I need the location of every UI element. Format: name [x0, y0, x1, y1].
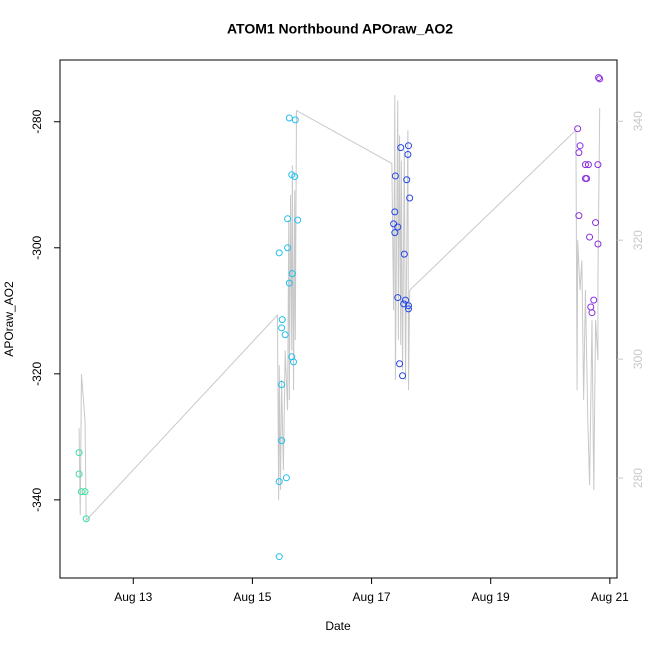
data-point — [594, 240, 602, 248]
data-point — [581, 161, 589, 169]
y-tick-label: -340 — [30, 488, 44, 512]
data-point — [394, 294, 402, 302]
y-tick-label: -300 — [30, 235, 44, 259]
data-point — [288, 270, 296, 278]
y2-tick-label: 320 — [631, 230, 645, 250]
data-point — [278, 437, 286, 445]
data-point — [400, 250, 408, 258]
x-tick-label: Aug 13 — [114, 590, 152, 604]
data-point — [590, 296, 598, 304]
data-point — [583, 174, 591, 182]
data-point — [75, 449, 83, 457]
data-point — [394, 223, 402, 231]
data-point — [404, 151, 412, 159]
data-point — [291, 173, 299, 181]
data-point — [290, 358, 298, 366]
data-point — [595, 74, 603, 82]
plot-frame — [59, 59, 618, 579]
data-point — [574, 125, 582, 133]
y2-tick-label: 280 — [631, 468, 645, 488]
data-point — [75, 470, 83, 478]
x-tick-label: Aug 15 — [233, 590, 271, 604]
data-point — [285, 114, 293, 122]
data-point — [404, 142, 412, 150]
data-point — [588, 309, 596, 317]
data-point — [282, 474, 290, 482]
data-point — [575, 149, 583, 157]
data-point — [402, 296, 410, 304]
data-point — [275, 478, 283, 486]
data-point — [396, 360, 404, 368]
data-point — [594, 161, 602, 169]
y2-tick-label: 340 — [631, 111, 645, 131]
data-point — [391, 229, 399, 237]
data-point — [278, 381, 286, 389]
x-tick-label: Aug 19 — [472, 590, 510, 604]
data-point — [584, 161, 592, 169]
data-point — [285, 279, 293, 287]
data-point — [275, 553, 283, 561]
data-point — [404, 305, 412, 313]
data-point — [403, 176, 411, 184]
data-point — [284, 244, 292, 252]
data-point — [586, 233, 594, 241]
data-point — [284, 215, 292, 223]
data-point — [575, 212, 583, 220]
data-point — [391, 172, 399, 180]
y-axis-label: APOraw_AO2 — [2, 281, 16, 357]
data-point — [391, 208, 399, 216]
data-point — [77, 488, 85, 496]
x-tick-label: Aug 21 — [591, 590, 629, 604]
data-point — [82, 515, 90, 523]
y-tick-label: -320 — [30, 361, 44, 385]
x-axis-label: Date — [325, 619, 351, 633]
x-tick-label: Aug 17 — [353, 590, 391, 604]
data-point — [399, 372, 407, 380]
chart-title: ATOM1 Northbound APOraw_AO2 — [227, 21, 453, 37]
y-tick-label: -280 — [30, 109, 44, 133]
data-point — [291, 116, 299, 124]
data-point — [397, 144, 405, 152]
data-point — [281, 331, 289, 339]
data-point — [576, 142, 584, 150]
data-point — [406, 194, 414, 202]
data-point — [592, 219, 600, 227]
data-point — [596, 75, 604, 83]
data-point — [400, 300, 408, 308]
data-line — [78, 95, 601, 522]
data-point — [278, 316, 286, 324]
data-point — [278, 324, 286, 332]
data-point — [294, 216, 302, 224]
data-point — [81, 488, 89, 496]
data-point — [404, 302, 412, 310]
data-point — [275, 249, 283, 257]
y2-tick-label: 300 — [631, 349, 645, 369]
